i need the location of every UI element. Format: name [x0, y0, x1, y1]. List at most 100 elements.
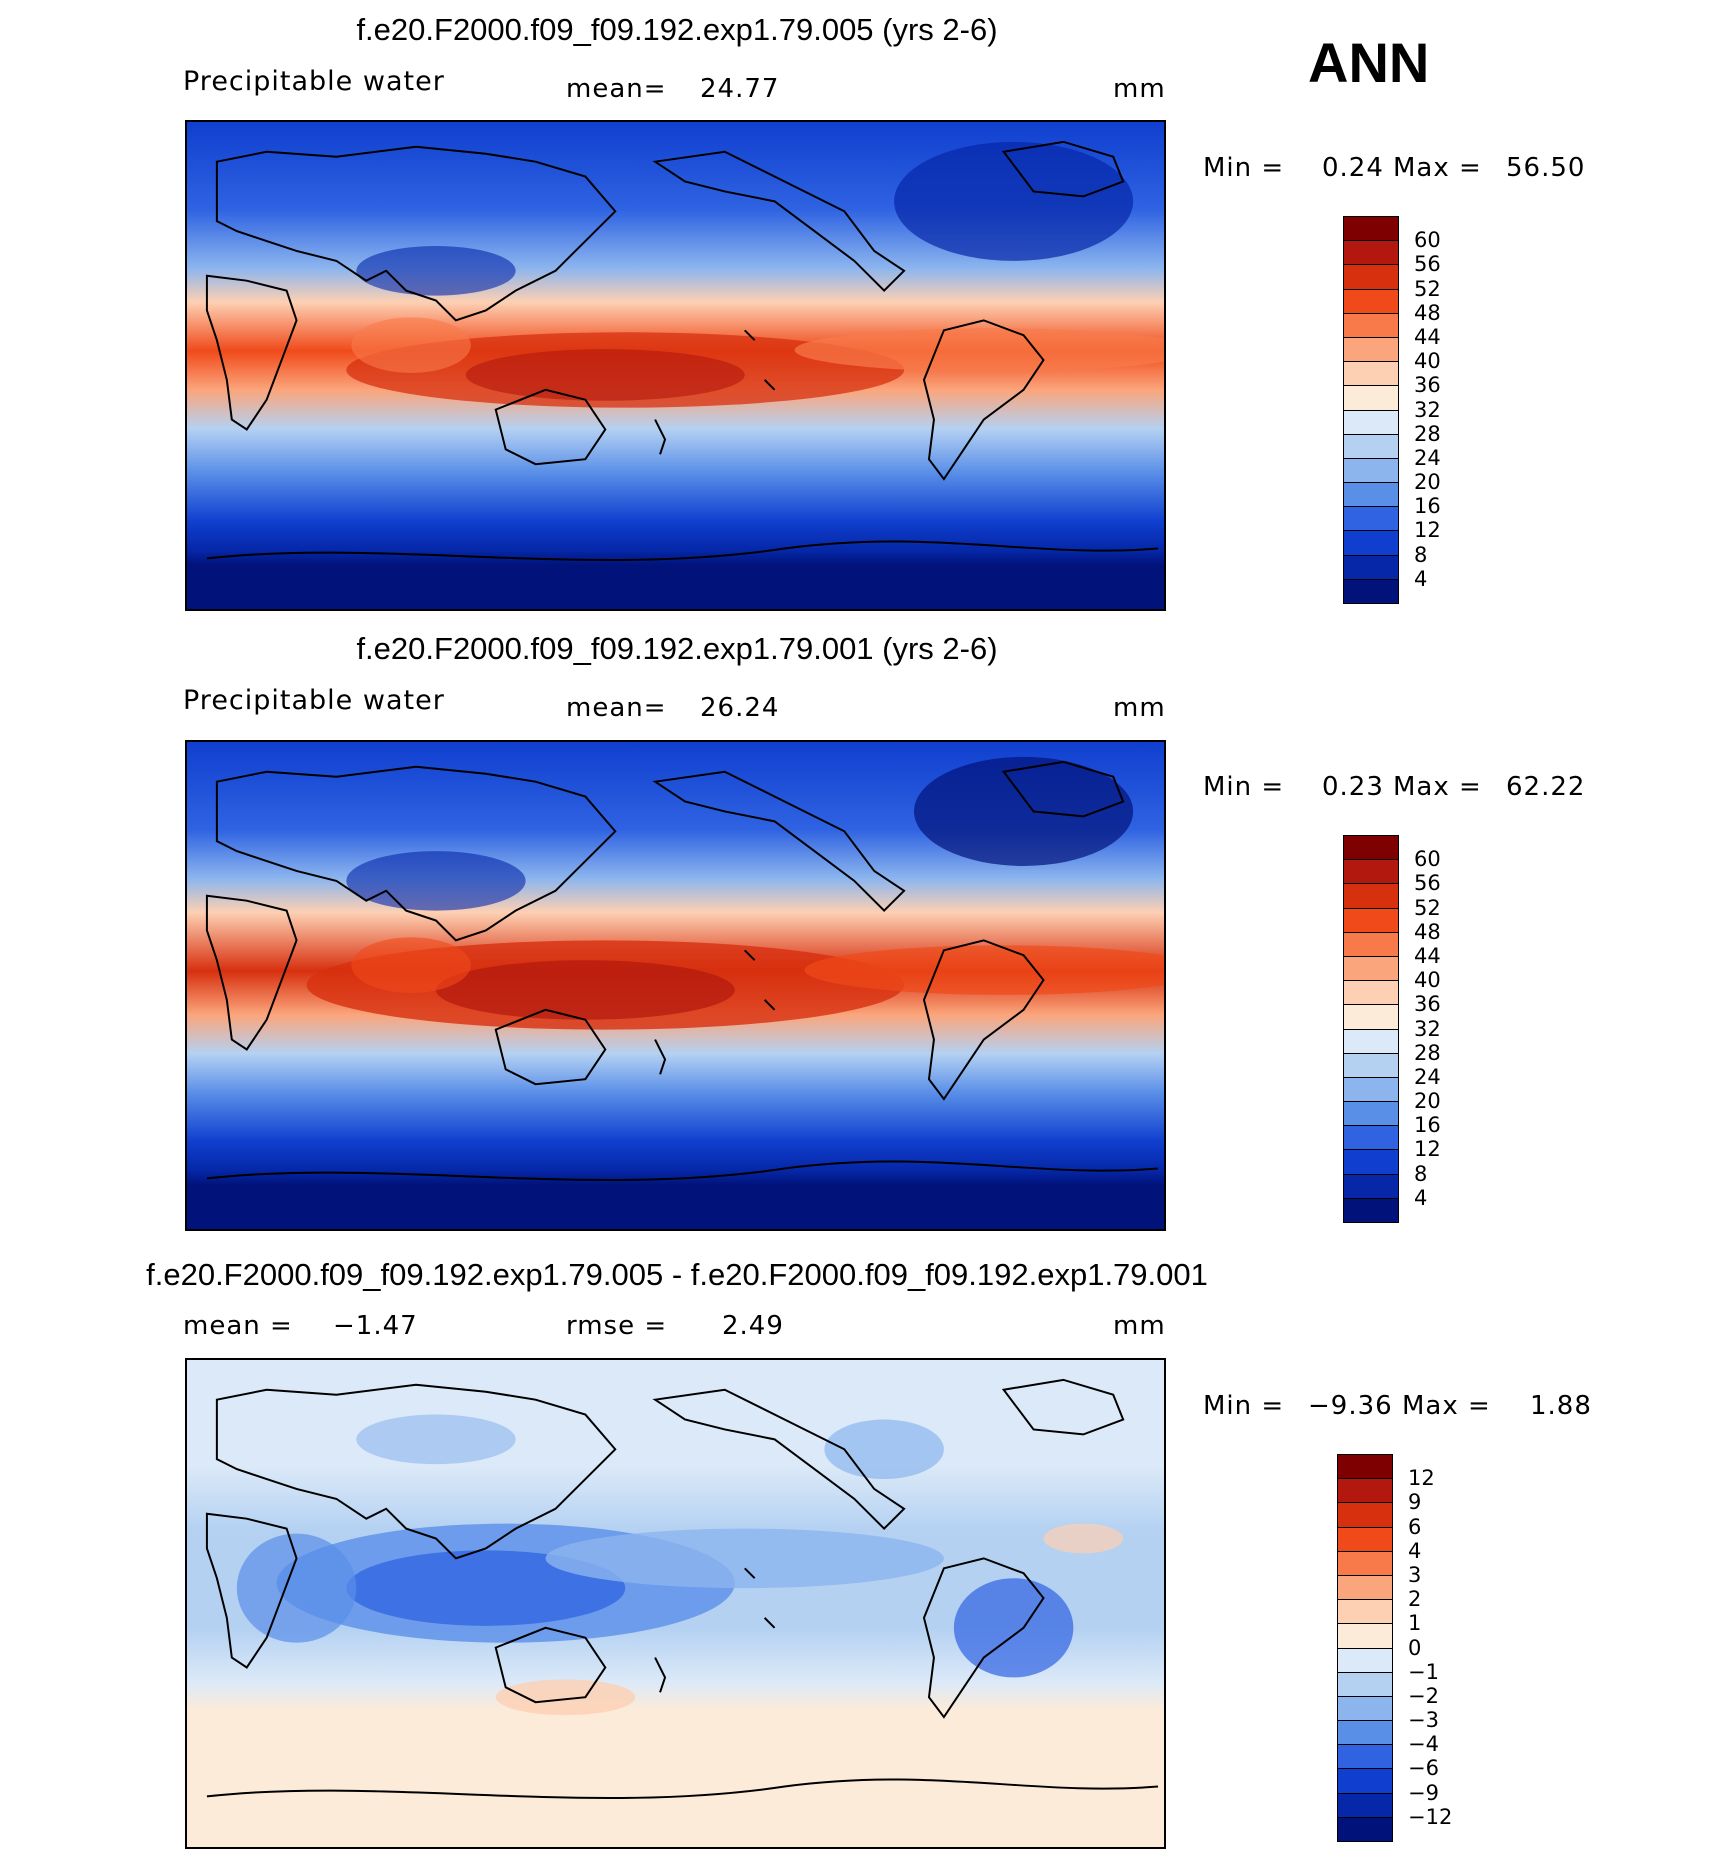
colorbar: 60 56 52 48 44 40 36 32 28 24 20 16 12 8 4 — [1343, 835, 1503, 1223]
colorbar-tick-label: 52 — [1414, 276, 1441, 301]
units-label: mm — [1113, 74, 1166, 104]
season-label: ANN — [1308, 31, 1430, 94]
mean-value: −1.47 — [333, 1311, 418, 1341]
colorbar-tick-label: 8 — [1414, 542, 1428, 567]
max-value: 56.50 — [1506, 153, 1586, 183]
colorbar-tick-label: 44 — [1414, 324, 1441, 349]
panel-title: f.e20.F2000.f09_f09.192.exp1.79.005 (yrs… — [356, 12, 998, 47]
colorbar-swatch — [1343, 1004, 1399, 1030]
map-panel-difference — [185, 1358, 1166, 1849]
colorbar: 12 9 6 4 3 2 1 0 −1 −2 −3 −4 −6 −9 −12 — [1337, 1454, 1507, 1842]
colorbar-swatch — [1343, 1076, 1399, 1103]
colorbar-tick-label: 44 — [1414, 943, 1441, 968]
rmse-value: 2.49 — [722, 1311, 784, 1341]
colorbar-tick-label: −12 — [1408, 1804, 1453, 1829]
colorbar-swatch — [1337, 1816, 1393, 1842]
colorbar: 60 56 52 48 44 40 36 32 28 24 20 16 12 8 4 — [1343, 216, 1503, 604]
colorbar-swatch — [1343, 883, 1399, 909]
colorbar-swatch — [1337, 1647, 1393, 1673]
colorbar-swatch — [1343, 264, 1399, 290]
mean-value: 24.77 — [700, 74, 780, 104]
mean-label: mean= — [566, 693, 667, 723]
colorbar-swatch — [1337, 1454, 1393, 1480]
colorbar-swatch — [1343, 835, 1399, 861]
colorbar-swatch — [1343, 409, 1399, 435]
variable-label: Precipitable water — [183, 66, 445, 97]
difference-map — [187, 1360, 1164, 1847]
colorbar-swatch — [1337, 1574, 1393, 1601]
colorbar-swatch — [1343, 385, 1399, 411]
colorbar-tick-label: 52 — [1414, 895, 1441, 920]
colorbar-swatch — [1343, 216, 1399, 242]
colorbar-tick-label: 4 — [1408, 1538, 1422, 1563]
colorbar-swatch — [1337, 1502, 1393, 1528]
colorbar-swatch — [1343, 361, 1399, 387]
rmse-label: rmse = — [566, 1311, 668, 1341]
colorbar-swatch — [1343, 578, 1399, 604]
colorbar-tick-label: 24 — [1414, 1064, 1441, 1089]
colorbar-tick-label: −3 — [1408, 1708, 1439, 1733]
colorbar-swatch — [1343, 1173, 1399, 1199]
units-label: mm — [1113, 693, 1166, 723]
colorbar-tick-label: 24 — [1414, 445, 1441, 470]
colorbar-tick-label: 40 — [1414, 968, 1441, 993]
panel-title: f.e20.F2000.f09_f09.192.exp1.79.005 - f.… — [146, 1257, 1208, 1292]
colorbar-swatch — [1337, 1695, 1393, 1722]
colorbar-swatch — [1337, 1792, 1393, 1818]
colorbar-tick-label: 16 — [1414, 494, 1441, 519]
colorbar-swatch — [1337, 1744, 1393, 1770]
variable-label: Precipitable water — [183, 685, 445, 716]
colorbar-swatch — [1337, 1720, 1393, 1746]
mean-value: 26.24 — [700, 693, 780, 723]
max-label: Max = — [1393, 153, 1482, 183]
min-label: Min = — [1203, 1391, 1285, 1421]
colorbar-tick-label: 36 — [1414, 373, 1441, 398]
colorbar-swatch — [1337, 1671, 1393, 1697]
min-value: 0.23 — [1322, 772, 1384, 802]
colorbar-tick-label: 6 — [1408, 1514, 1422, 1539]
mean-label: mean= — [566, 74, 667, 104]
colorbar-swatch — [1343, 1052, 1399, 1078]
units-label: mm — [1113, 1311, 1166, 1341]
min-value: 0.24 — [1322, 153, 1384, 183]
colorbar-tick-label: 28 — [1414, 1040, 1441, 1065]
colorbar-swatch — [1343, 1028, 1399, 1054]
colorbar-tick-label: 12 — [1414, 518, 1441, 543]
precipitable-water-map — [187, 742, 1164, 1229]
colorbar-tick-label: 60 — [1414, 228, 1441, 253]
colorbar-tick-label: 2 — [1408, 1587, 1422, 1612]
colorbar-tick-label: 56 — [1414, 871, 1441, 896]
colorbar-swatch — [1337, 1526, 1393, 1552]
colorbar-swatch — [1343, 1125, 1399, 1151]
colorbar-swatch — [1343, 530, 1399, 556]
map-panel-control — [185, 740, 1166, 1231]
min-value: −9.36 — [1308, 1391, 1393, 1421]
colorbar-swatch — [1343, 312, 1399, 338]
colorbar-tick-label: 20 — [1414, 1089, 1441, 1114]
colorbar-swatch — [1343, 955, 1399, 982]
colorbar-tick-label: 12 — [1408, 1466, 1435, 1491]
colorbar-swatch — [1343, 288, 1399, 314]
colorbar-tick-label: 20 — [1414, 470, 1441, 495]
colorbar-tick-label: 48 — [1414, 300, 1441, 325]
colorbar-tick-label: −4 — [1408, 1732, 1439, 1757]
colorbar-swatch — [1343, 980, 1399, 1006]
map-panel-test — [185, 120, 1166, 611]
mean-label: mean = — [183, 1311, 293, 1341]
colorbar-swatch — [1343, 240, 1399, 266]
colorbar-swatch — [1343, 457, 1399, 484]
colorbar-tick-label: −1 — [1408, 1659, 1439, 1684]
colorbar-tick-label: −9 — [1408, 1780, 1439, 1805]
colorbar-tick-label: 8 — [1414, 1161, 1428, 1186]
colorbar-tick-label: −6 — [1408, 1756, 1439, 1781]
colorbar-tick-label: 16 — [1414, 1113, 1441, 1138]
colorbar-swatch — [1337, 1478, 1393, 1504]
colorbar-swatch — [1343, 506, 1399, 532]
colorbar-swatch — [1343, 336, 1399, 363]
panel-title: f.e20.F2000.f09_f09.192.exp1.79.001 (yrs… — [356, 631, 998, 666]
max-label: Max = — [1402, 1391, 1491, 1421]
colorbar-tick-label: 56 — [1414, 252, 1441, 277]
colorbar-tick-label: 40 — [1414, 349, 1441, 374]
colorbar-tick-label: 1 — [1408, 1611, 1422, 1636]
max-value: 62.22 — [1506, 772, 1586, 802]
